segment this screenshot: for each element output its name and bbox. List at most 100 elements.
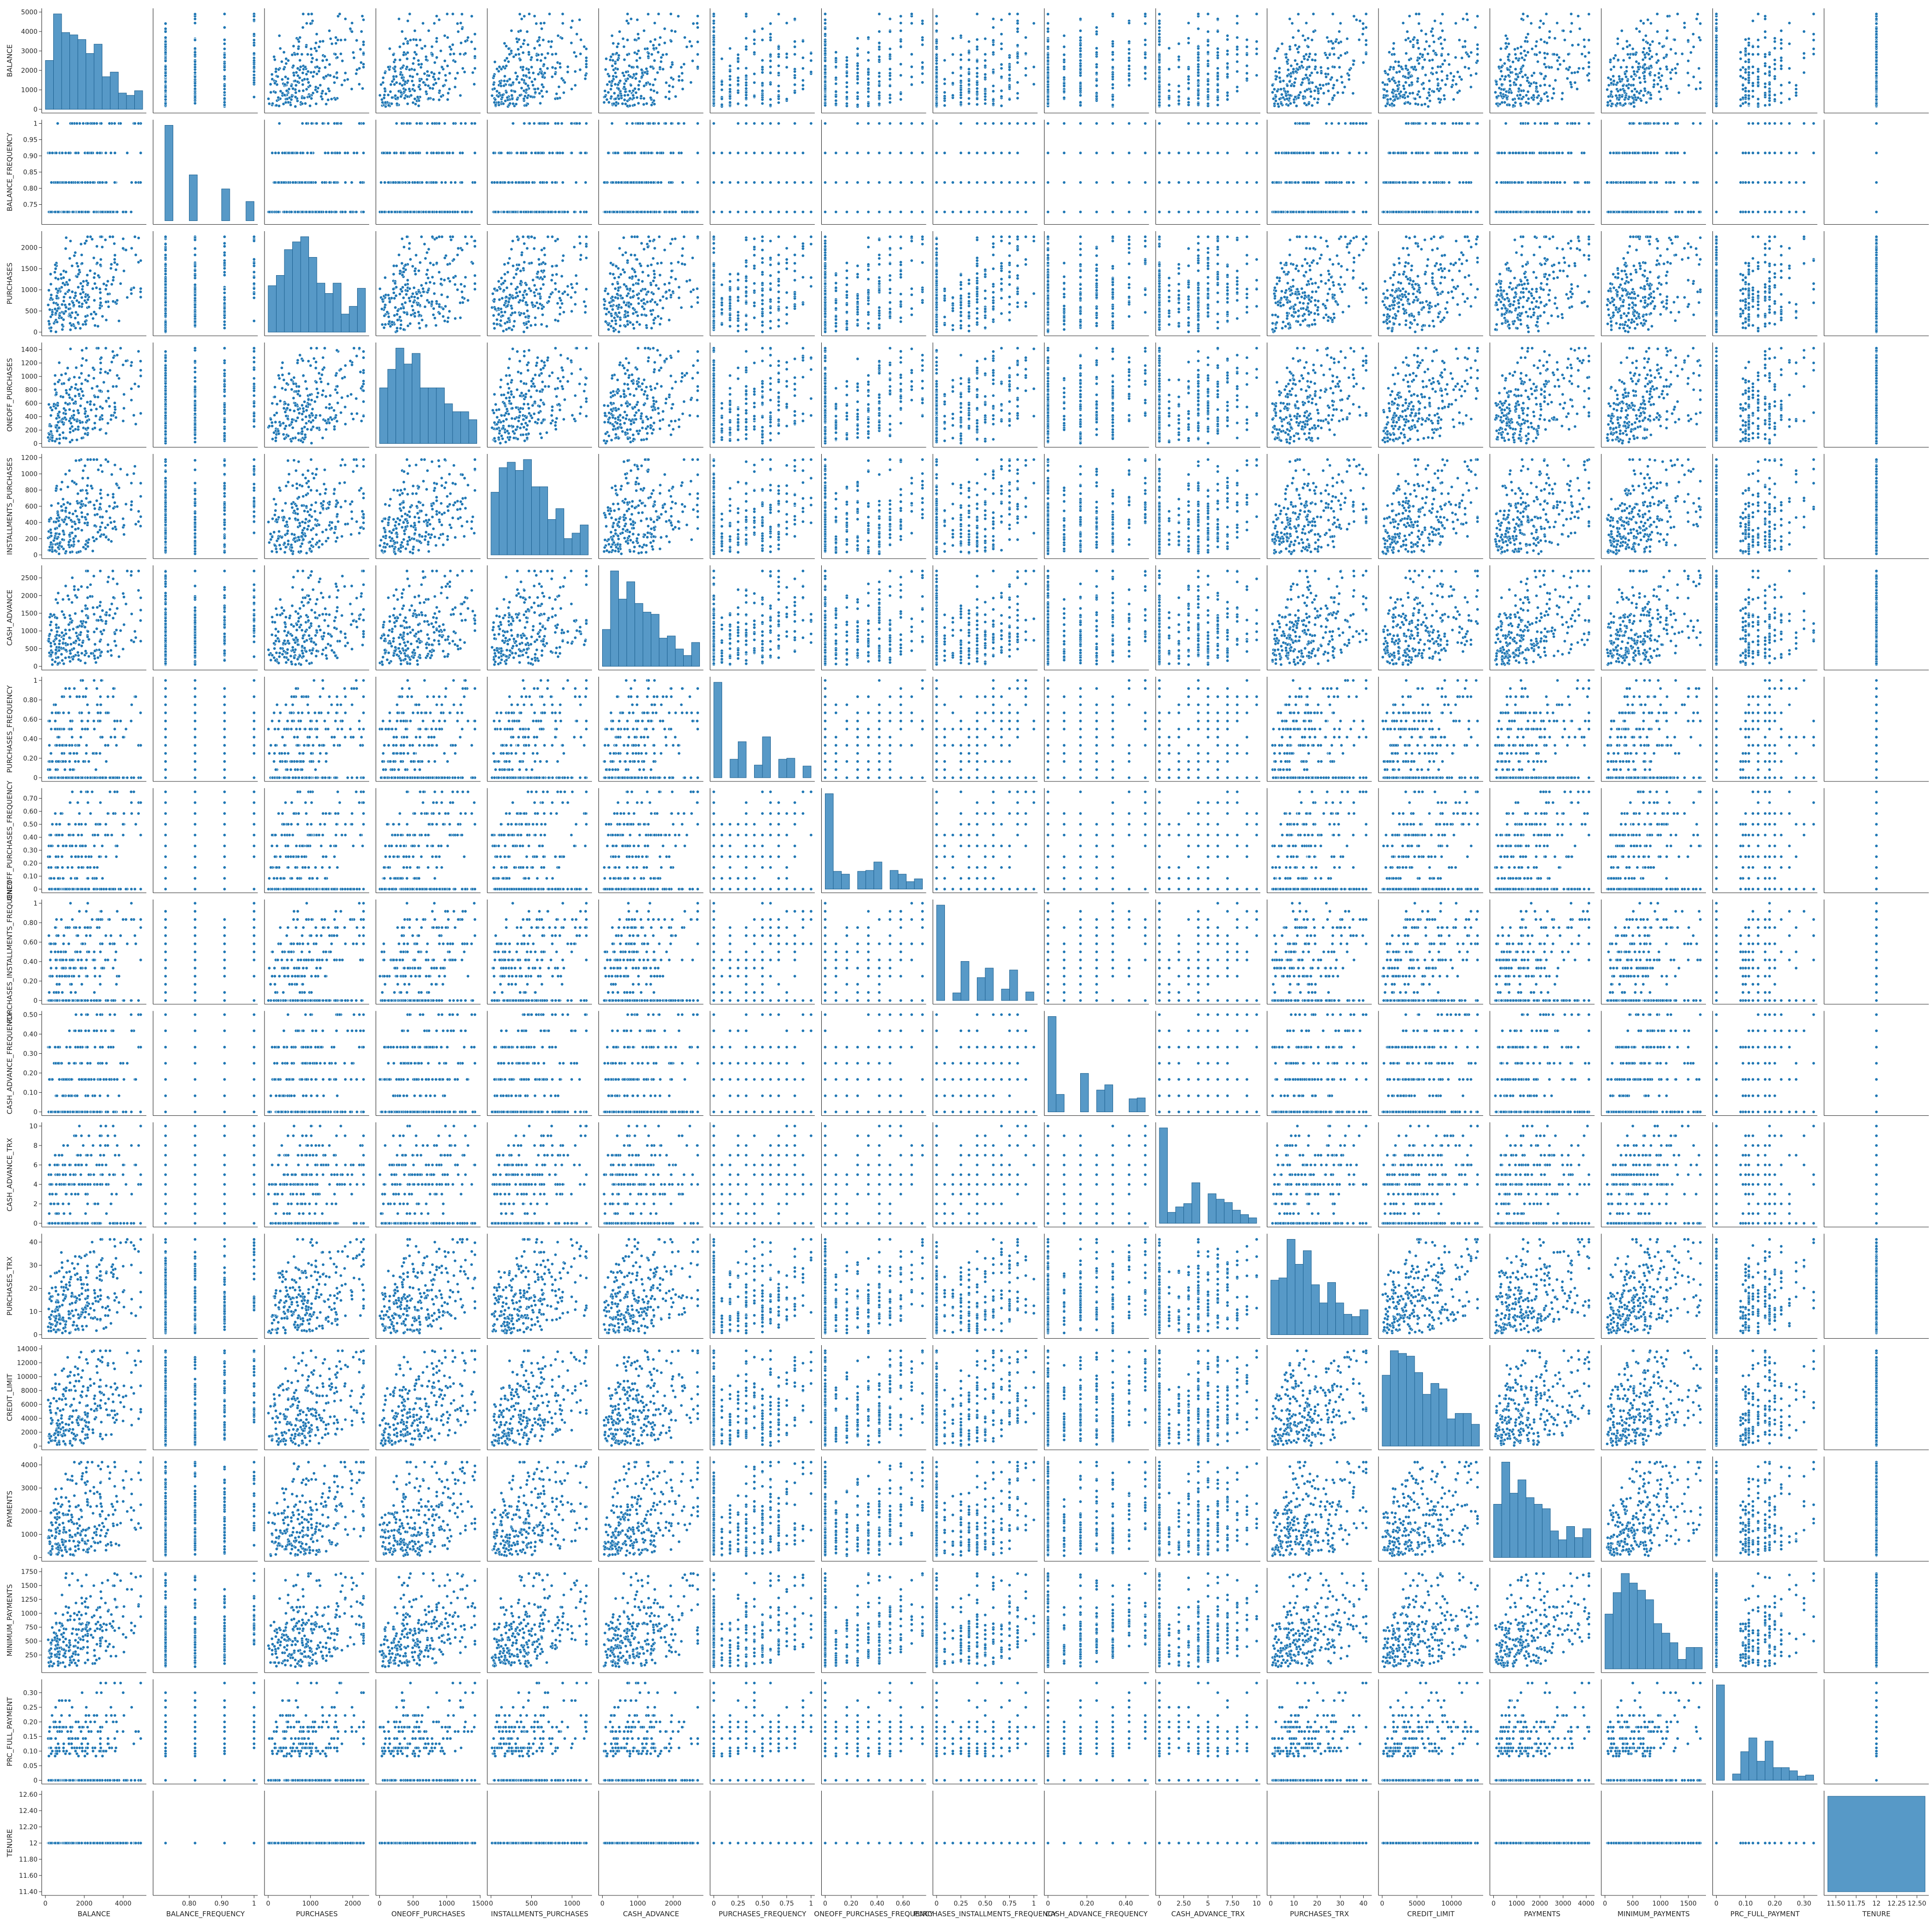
scatter-point <box>696 65 699 68</box>
scatter-point <box>603 101 605 104</box>
scatter-point <box>538 44 541 46</box>
scatter-point <box>295 84 297 87</box>
scatter-point <box>505 64 508 67</box>
scatter-point <box>626 94 629 96</box>
scatter-point <box>543 22 546 25</box>
scatter-point <box>521 78 523 81</box>
scatter-point <box>223 38 226 41</box>
scatter-point <box>453 52 455 55</box>
scatter-point <box>164 95 167 98</box>
scatter-point <box>473 67 476 69</box>
scatter-point <box>438 71 441 74</box>
scatter-point <box>389 90 392 93</box>
scatter-point <box>584 74 587 76</box>
scatter-point <box>383 87 386 90</box>
scatter-point <box>277 96 280 99</box>
scatter-point <box>338 13 341 15</box>
scatter-point <box>329 74 332 77</box>
scatter-point <box>302 89 304 92</box>
scatter-point <box>785 52 788 55</box>
scatter-point <box>499 82 502 84</box>
scatter-point <box>801 67 804 69</box>
scatter-point <box>624 79 627 82</box>
scatter-point <box>503 75 506 77</box>
scatter-point <box>380 98 383 101</box>
scatter-point <box>527 84 529 87</box>
scatter-point <box>398 45 401 48</box>
scatter-point <box>315 86 317 88</box>
scatter-point <box>736 67 739 70</box>
scatter-point <box>652 83 654 86</box>
scatter-point <box>712 47 715 50</box>
scatter-point <box>769 65 772 68</box>
scatter-point <box>223 101 226 104</box>
scatter-point <box>194 13 196 15</box>
scatter-point <box>712 81 715 84</box>
scatter-point <box>672 85 674 88</box>
scatter-point <box>194 51 196 54</box>
scatter-point <box>681 88 684 90</box>
scatter-point <box>351 30 353 33</box>
scatter-point <box>550 40 553 43</box>
scatter-point <box>793 18 796 20</box>
scatter-point <box>544 57 547 59</box>
scatter-point <box>660 60 662 63</box>
scatter-point <box>729 101 731 104</box>
scatter-point <box>280 60 283 63</box>
scatter-point <box>635 72 638 75</box>
scatter-point <box>438 98 441 101</box>
scatter-point <box>753 72 755 75</box>
scatter-point <box>761 38 764 41</box>
scatter-point <box>446 98 449 101</box>
scatter-point <box>533 15 536 18</box>
scatter-point <box>522 42 525 45</box>
scatter-point <box>194 71 196 74</box>
scatter-point <box>661 68 664 70</box>
scatter-point <box>629 18 632 20</box>
scatter-point <box>856 91 859 94</box>
scatter-point <box>252 44 255 46</box>
scatter-point <box>534 91 537 94</box>
scatter-point <box>626 13 629 15</box>
scatter-point <box>736 79 739 82</box>
scatter-point <box>507 47 510 50</box>
scatter-point <box>291 53 294 56</box>
scatter-point <box>545 90 548 93</box>
scatter-point <box>508 53 511 56</box>
scatter-point <box>745 37 748 39</box>
scatter-point <box>539 59 542 62</box>
scatter-point <box>637 84 640 87</box>
scatter-point <box>433 22 435 25</box>
subplot-balance-vs-purchases <box>264 8 369 113</box>
scatter-point <box>761 102 764 105</box>
scatter-point <box>835 76 837 79</box>
scatter-point <box>164 65 167 68</box>
scatter-point <box>297 47 300 50</box>
scatter-point <box>461 67 464 69</box>
scatter-point <box>502 65 504 68</box>
scatter-point <box>736 60 739 63</box>
scatter-point <box>440 95 442 98</box>
scatter-point <box>729 95 731 98</box>
scatter-point <box>551 53 554 56</box>
scatter-point <box>856 103 859 106</box>
scatter-point <box>551 76 554 78</box>
scatter-point <box>613 92 616 94</box>
scatter-point <box>835 82 837 85</box>
scatter-point <box>532 84 535 87</box>
scatter-point <box>801 88 804 90</box>
scatter-point <box>558 85 560 88</box>
scatter-point <box>656 91 659 94</box>
scatter-point <box>417 104 420 107</box>
scatter-point <box>614 83 617 86</box>
scatter-point <box>312 75 315 78</box>
scatter-point <box>411 80 414 82</box>
scatter-point <box>528 71 530 74</box>
scatter-point <box>319 40 321 43</box>
scatter-point <box>539 22 542 25</box>
scatter-point <box>451 13 454 15</box>
scatter-point <box>608 75 610 77</box>
scatter-point <box>559 62 561 65</box>
scatter-point <box>824 13 826 15</box>
scatter-point <box>921 72 924 75</box>
